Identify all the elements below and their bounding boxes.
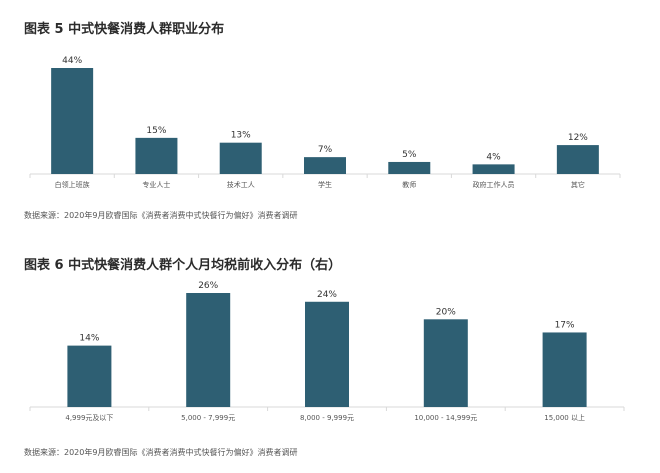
category-label: 10,000 - 14,999元 <box>414 414 477 422</box>
bar-value-label: 5% <box>402 150 417 160</box>
category-label: 学生 <box>318 180 332 189</box>
category-label: 15,000 以上 <box>544 413 585 422</box>
occupation-chart-title: 图表 5 中式快餐消费人群职业分布 <box>24 22 225 37</box>
income-chart-title: 图表 6 中式快餐消费人群个人月均税前收入分布（右） <box>24 258 342 273</box>
bar <box>556 145 599 174</box>
bar-value-label: 20% <box>436 307 456 317</box>
bar-value-label: 14% <box>79 334 99 344</box>
category-label: 技术工人 <box>227 180 255 189</box>
bar <box>186 293 231 407</box>
bar <box>51 68 94 174</box>
occupation-chart-source: 数据来源：2020年9月欧睿国际《消费者消费中式快餐行为偏好》消费者调研 <box>24 211 298 220</box>
bar-value-label: 4% <box>486 152 501 162</box>
category-label: 5,000 - 7,999元 <box>181 414 235 422</box>
bar <box>305 301 349 407</box>
bar-value-label: 17% <box>555 320 575 330</box>
bar <box>304 157 346 174</box>
bar <box>472 164 515 174</box>
income-chart-panel: 14% 4,999元及以下 26% 5,000 - 7,999元 24% 8,000 - … <box>0 240 660 473</box>
occupation-chart-panel: 44% 白领上班族 15% 专业人士 13% 技术工人 7% 学生 5% 教师 4% 政府工作人员 12… <box>24 22 621 220</box>
category-label: 政府工作人员 <box>473 180 515 189</box>
bar-value-label: 13% <box>231 131 251 141</box>
bar <box>542 332 587 407</box>
income-bar-chart: 14% 4,999元及以下 26% 5,000 - 7,999元 24% 8,000 - … <box>29 281 625 422</box>
bar-value-label: 15% <box>146 126 166 136</box>
bar <box>219 142 262 174</box>
bar-value-label: 26% <box>198 281 218 291</box>
bar-value-label: 7% <box>318 145 333 155</box>
bar-value-label: 44% <box>62 56 82 66</box>
category-label: 白领上班族 <box>55 180 90 189</box>
bar-value-label: 24% <box>317 290 337 300</box>
bar <box>388 161 431 174</box>
occupation-bar-chart: 44% 白领上班族 15% 专业人士 13% 技术工人 7% 学生 5% 教师 4% 政府工作人员 12… <box>29 56 621 189</box>
bar <box>423 319 468 407</box>
category-label: 其它 <box>571 180 585 189</box>
bar-value-label: 12% <box>568 133 588 143</box>
category-label: 教师 <box>402 180 416 189</box>
income-chart-source: 数据来源：2020年9月欧睿国际《消费者消费中式快餐行为偏好》消费者调研 <box>24 448 298 457</box>
category-label: 8,000 - 9,999元 <box>300 414 354 422</box>
category-label: 专业人士 <box>142 180 170 189</box>
category-label: 4,999元及以下 <box>65 414 113 422</box>
bar <box>135 137 178 174</box>
bar <box>67 345 112 407</box>
